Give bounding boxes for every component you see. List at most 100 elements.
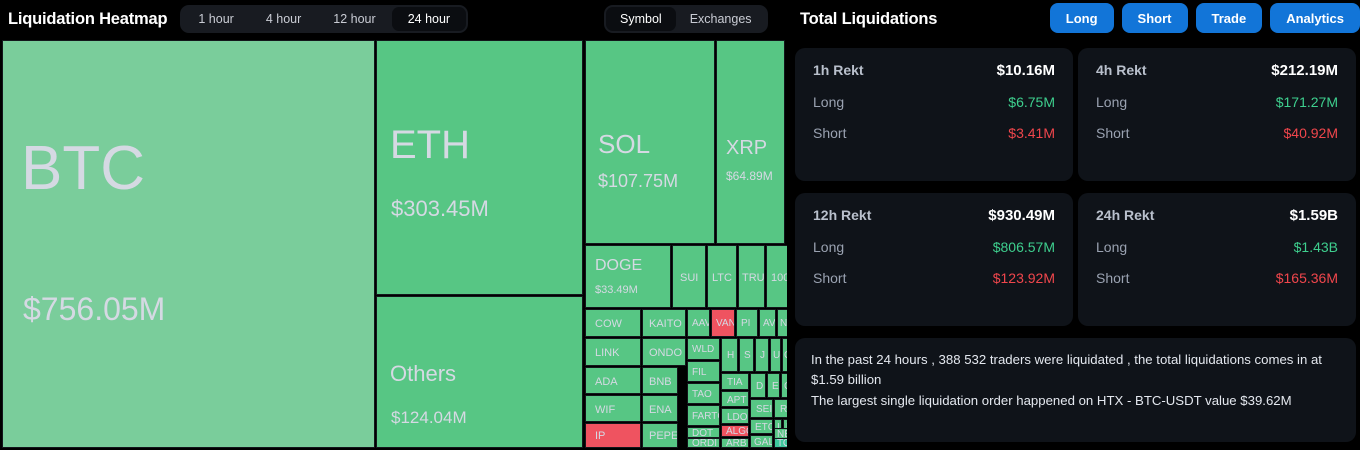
treemap-tile-ltc[interactable]: LTC: [707, 245, 737, 308]
treemap-tile-ordi[interactable]: ORDI: [687, 438, 720, 448]
treemap-tile-aave[interactable]: AAVE: [687, 309, 710, 337]
tile-symbol: TON: [777, 438, 787, 448]
tile-symbol: LDO: [727, 412, 748, 423]
treemap-tile-sui[interactable]: SUI: [672, 245, 706, 308]
stat-card-24h: 24h Rekt $1.59B Long $1.43B Short $165.36M: [1078, 193, 1356, 326]
heatmap-header: Liquidation Heatmap 1 hour 4 hour 12 hour 2…: [0, 0, 795, 38]
treemap-tile-r[interactable]: R: [774, 399, 787, 418]
stat-long-label: Long: [813, 94, 845, 110]
treemap-tile-pepe[interactable]: PEPE: [642, 423, 678, 448]
stat-total-row: 24h Rekt $1.59B: [1096, 207, 1338, 224]
action-buttons: Long Short Trade Analytics: [1049, 3, 1360, 33]
stat-title: 24h Rekt: [1096, 207, 1155, 223]
treemap-tile-u[interactable]: U: [770, 338, 781, 372]
summary-line-2: The largest single liquidation order hap…: [811, 392, 1292, 408]
tile-symbol: VANA: [716, 318, 734, 329]
tile-symbol: C: [784, 382, 787, 392]
tile-symbol: NEAR: [780, 318, 787, 329]
treemap-tile-e[interactable]: E: [767, 373, 780, 398]
timeframe-24-hour[interactable]: 24 hour: [391, 7, 467, 31]
tile-symbol: WLD: [692, 344, 715, 355]
treemap-tile-eth[interactable]: ETH $303.45M: [376, 40, 583, 295]
view-mode-symbol[interactable]: Symbol: [606, 7, 676, 31]
treemap-tile-ena[interactable]: ENA: [642, 395, 678, 422]
treemap-tile-bnb[interactable]: BNB: [642, 367, 678, 394]
timeframe-1-hour[interactable]: 1 hour: [198, 12, 234, 26]
stat-short-value: $123.92M: [992, 270, 1055, 286]
treemap-tile-ondo[interactable]: ONDO: [642, 338, 686, 366]
treemap-tile-tao[interactable]: TAO: [687, 383, 720, 404]
timeframe-4-hour[interactable]: 4 hour: [265, 12, 302, 26]
treemap-tile-doge[interactable]: DOGE $33.49M: [585, 245, 671, 308]
treemap-tile-o[interactable]: O: [782, 338, 787, 372]
long-button[interactable]: Long: [1049, 3, 1114, 33]
stat-total-row: 4h Rekt $212.19M: [1096, 62, 1338, 79]
treemap-tile-kaito[interactable]: KAITO: [642, 309, 686, 337]
treemap-tile-algo[interactable]: ALGO: [721, 425, 749, 437]
tile-symbol: APT: [727, 395, 747, 406]
treemap-tile-j[interactable]: J: [755, 338, 769, 372]
tile-symbol: BNB: [649, 376, 672, 388]
treemap-tile-etc[interactable]: ETC: [750, 419, 773, 434]
tile-value: $303.45M: [391, 196, 489, 221]
treemap-tile-c[interactable]: C: [781, 373, 787, 398]
treemap-tile-trump[interactable]: TRUMP: [738, 245, 765, 308]
timeframe-selector[interactable]: 1 hour 4 hour 12 hour 24 hour: [180, 5, 469, 33]
liquidation-treemap[interactable]: BTC $756.05M ETH $303.45M Others $124.04M SOL $…: [0, 38, 787, 450]
treemap-tile-ada[interactable]: ADA: [585, 367, 641, 394]
treemap-tile-wld[interactable]: WLD: [687, 338, 720, 360]
stat-long-value: $806.57M: [992, 239, 1055, 255]
stat-long-value: $1.43B: [1293, 239, 1338, 255]
tile-symbol: PEPE: [649, 430, 678, 442]
view-mode-exchanges[interactable]: Exchanges: [689, 12, 752, 26]
stat-long-value: $6.75M: [1008, 94, 1055, 110]
treemap-tile-ldo[interactable]: LDO: [721, 408, 749, 424]
treemap-tile-others[interactable]: Others $124.04M: [376, 296, 583, 448]
treemap-tile-apt[interactable]: APT: [721, 391, 749, 407]
treemap-tile-link[interactable]: LINK: [585, 338, 641, 366]
stat-title: 1h Rekt: [813, 62, 864, 78]
treemap-tile-sol[interactable]: SOL $107.75M: [585, 40, 715, 244]
analytics-button[interactable]: Analytics: [1270, 3, 1360, 33]
stat-total-value: $1.59B: [1289, 207, 1338, 224]
stat-long-label: Long: [813, 239, 845, 255]
short-button[interactable]: Short: [1121, 3, 1188, 33]
treemap-tile-xrp[interactable]: XRP $64.89M: [716, 40, 785, 244]
stat-total-value: $930.49M: [988, 207, 1055, 224]
treemap-tile-ip[interactable]: IP: [585, 423, 641, 448]
treemap-tile-tia[interactable]: TIA: [721, 373, 749, 390]
tile-symbol: AAVE: [692, 318, 709, 329]
treemap-tile-fil[interactable]: FIL: [687, 361, 720, 382]
treemap-tile-vana[interactable]: VANA: [711, 309, 735, 337]
treemap-tile-near[interactable]: NEAR: [777, 309, 787, 337]
page-title: Liquidation Heatmap: [8, 9, 168, 28]
treemap-tile-d[interactable]: D: [750, 373, 766, 398]
stats-panel: 1h Rekt $10.16M Long $6.75M Short $3.41M 4h Re…: [787, 38, 1360, 450]
tile-symbol: XRP: [726, 137, 768, 159]
treemap-tile-dot[interactable]: DOT: [687, 427, 720, 438]
tile-symbol: R: [780, 404, 787, 415]
treemap-tile-gala[interactable]: GALA: [750, 435, 773, 448]
treemap-tile-h[interactable]: H: [721, 338, 738, 372]
treemap-tile-ton[interactable]: TON: [774, 438, 787, 448]
trade-button[interactable]: Trade: [1195, 3, 1263, 33]
timeframe-12-hour[interactable]: 12 hour: [333, 12, 376, 26]
tile-symbol: SUI: [680, 272, 699, 284]
treemap-tile-avax[interactable]: AVAX: [759, 309, 776, 337]
treemap-tile-wif[interactable]: WIF: [585, 395, 641, 422]
stat-short-row: Short $40.92M: [1096, 125, 1338, 141]
treemap-tile-cow[interactable]: COW: [585, 309, 641, 337]
treemap-tile-btc[interactable]: BTC $756.05M: [2, 40, 375, 448]
view-mode-selector[interactable]: Symbol Exchanges: [604, 5, 768, 33]
treemap-tile-s[interactable]: S: [739, 338, 754, 372]
tile-symbol: ARB: [726, 438, 747, 448]
tile-symbol: U: [773, 350, 781, 361]
treemap-tile-arb[interactable]: ARB: [721, 438, 749, 448]
tile-symbol: COW: [595, 318, 622, 330]
treemap-tile-pi[interactable]: PI: [736, 309, 758, 337]
tile-symbol: NEO: [777, 429, 787, 439]
treemap-tile-fartcoin[interactable]: FARTCOIN: [687, 405, 720, 426]
summary-line-1: In the past 24 hours , 388 532 traders w…: [811, 352, 1322, 388]
treemap-tile-1000pepe[interactable]: 1000PEPE: [766, 245, 787, 308]
treemap-tile-sei[interactable]: SEI: [750, 399, 773, 418]
